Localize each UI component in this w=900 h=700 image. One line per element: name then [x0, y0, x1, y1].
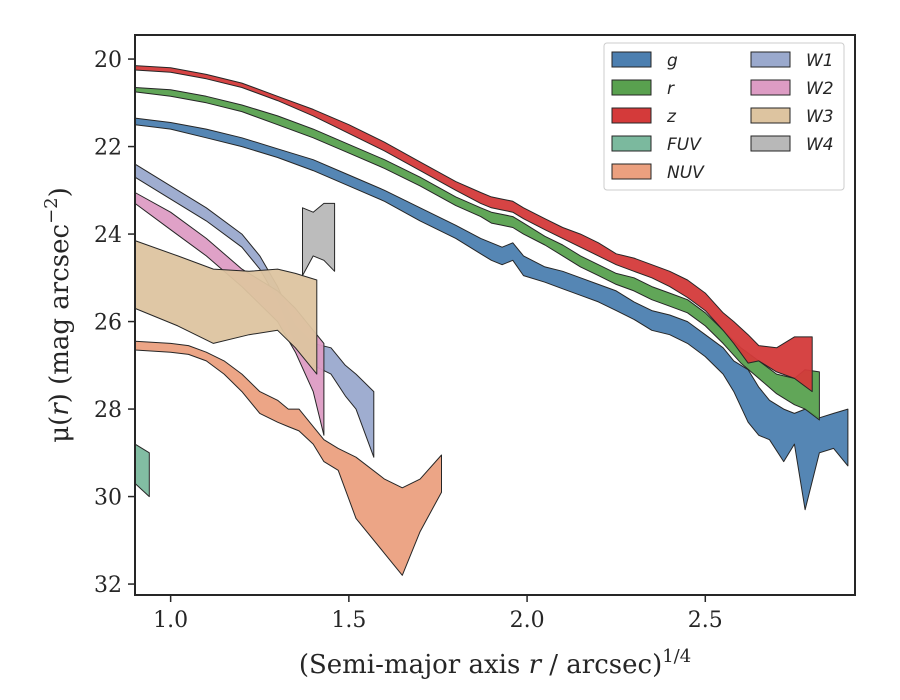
y-tick-label: 30	[94, 486, 122, 511]
legend-label-g: g	[667, 51, 678, 71]
legend-swatch-r	[611, 79, 652, 96]
legend-swatch-w4	[750, 135, 791, 152]
legend-swatch-nuv	[611, 163, 652, 180]
legend-swatch-g	[611, 51, 652, 68]
band-g	[134, 117, 849, 511]
y-axis-ticks: 20 22 24 26 28 30 32	[94, 48, 135, 598]
plot-frame	[134, 34, 856, 596]
band-fuv	[134, 443, 150, 498]
y-tick-label: 24	[94, 223, 122, 248]
y-tick-label: 28	[94, 398, 122, 423]
x-tick-label: 2.5	[688, 608, 723, 633]
legend-label-w2: W2	[806, 79, 834, 99]
legend-swatch-w3	[750, 107, 791, 124]
band-nuv	[134, 340, 442, 576]
legend-label-z: z	[666, 107, 677, 127]
legend-swatch-w2	[750, 79, 791, 96]
legend-label-w1: W1	[806, 51, 834, 71]
legend-label-nuv: NUV	[667, 163, 705, 183]
legend-swatch-fuv	[611, 135, 652, 152]
y-tick-label: 20	[94, 48, 122, 73]
legend-label-w4: W4	[806, 135, 834, 155]
legend-label-r: r	[667, 79, 675, 99]
band-z	[134, 65, 813, 393]
legend-swatch-z	[611, 107, 652, 124]
band-w1	[134, 163, 375, 458]
y-tick-label: 26	[94, 311, 122, 336]
y-axis-label: μ(r) (mag arcsec−2)	[41, 187, 75, 443]
y-tick-label: 22	[94, 136, 122, 161]
x-axis-label: (Semi-major axis r / arcsec)1/4	[299, 646, 691, 680]
x-tick-label: 1.0	[153, 608, 188, 633]
legend: grz FUV NUV W1 W2 W3 W4	[603, 42, 845, 191]
x-tick-label: 2.0	[510, 608, 545, 633]
band-w3	[134, 240, 318, 375]
data-bands	[134, 65, 849, 576]
legend-label-w3: W3	[806, 107, 834, 127]
legend-swatch-w1	[750, 51, 791, 68]
band-w4	[302, 202, 336, 277]
y-tick-label: 32	[94, 573, 122, 598]
legend-label-fuv: FUV	[667, 135, 702, 155]
x-axis-ticks: 1.0 1.5 2.0 2.5	[153, 595, 723, 633]
x-tick-label: 1.5	[331, 608, 366, 633]
band-r	[134, 87, 820, 421]
